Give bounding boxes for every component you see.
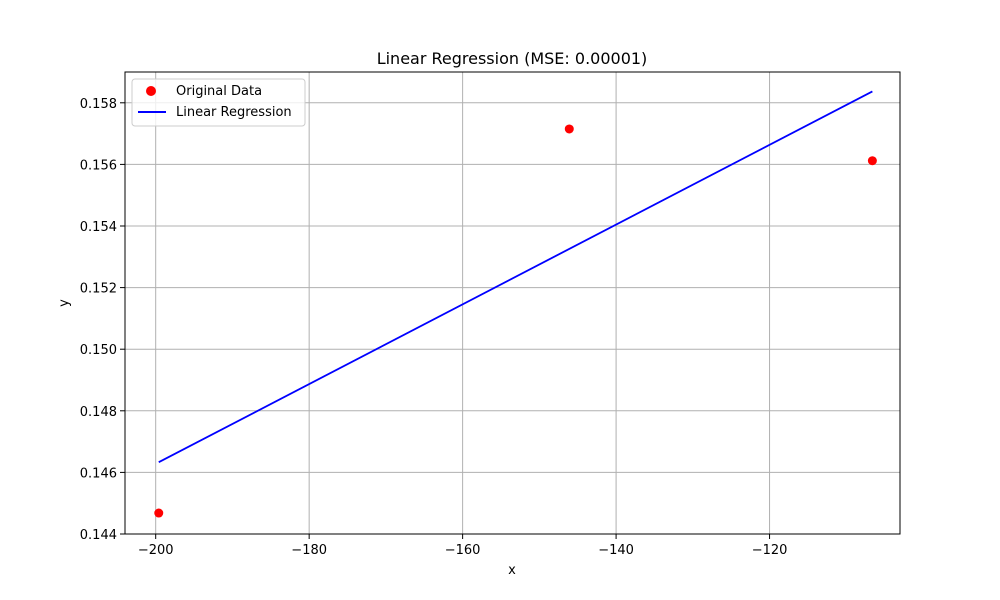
grid-lines [125, 72, 900, 535]
y-tick-label: 0.154 [80, 220, 117, 235]
data-point [564, 124, 574, 134]
legend-label-original-data: Original Data [176, 84, 262, 99]
legend-marker-original-data [146, 86, 156, 96]
x-tick-label: −140 [598, 543, 634, 558]
y-tick-label: 0.152 [80, 282, 117, 297]
x-tick-label: −200 [138, 543, 174, 558]
x-tick-label: −160 [445, 543, 481, 558]
x-tick-label: −120 [752, 543, 788, 558]
plot-area-frame [124, 71, 901, 535]
y-tick-label: 0.158 [80, 97, 117, 112]
y-tick-label: 0.148 [80, 405, 117, 420]
y-axis-ticks: 0.144 0.146 0.148 0.150 0.152 0.154 0.156 0.158 [80, 97, 125, 543]
regression-line [158, 90, 873, 464]
x-axis-label: x [508, 563, 516, 578]
x-tick-label: −180 [291, 543, 327, 558]
legend: Original Data Linear Regression [131, 78, 306, 127]
x-axis-ticks: −200 −180 −160 −140 −120 [138, 534, 788, 558]
y-tick-label: 0.156 [80, 158, 117, 173]
data-point [867, 156, 877, 166]
data-point [154, 508, 164, 518]
chart-title: Linear Regression (MSE: 0.00001) [377, 49, 648, 68]
y-tick-label: 0.150 [80, 343, 117, 358]
data-series [154, 90, 877, 518]
legend-box [131, 78, 306, 127]
y-axis-label: y [57, 299, 72, 307]
y-tick-label: 0.144 [80, 528, 117, 543]
legend-label-linear-regression: Linear Regression [176, 105, 292, 120]
y-tick-label: 0.146 [80, 466, 117, 481]
